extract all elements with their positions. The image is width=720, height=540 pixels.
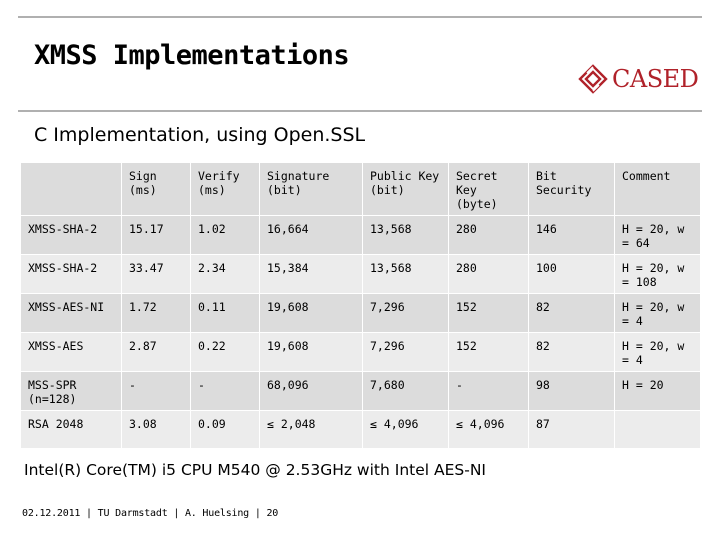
table-cell: 280 [448,254,529,294]
table-cell: 82 [528,293,615,333]
table-header-row: Sign (ms) Verify (ms) Signature (bit) Publi… [20,162,701,216]
column-header [20,162,122,216]
table-row: XMSS-AES-NI 1.72 0.11 19,608 7,296 152 82 H = 2… [20,293,701,333]
table-row: XMSS-AES 2.87 0.22 19,608 7,296 152 82 H = 20, … [20,332,701,372]
column-header: Verify (ms) [190,162,260,216]
table-cell: 19,608 [259,293,363,333]
table-cell: H = 20, w = 108 [614,254,701,294]
table-cell: 98 [528,371,615,411]
table-cell: 3.08 [121,410,191,449]
table-cell: MSS-SPR (n=128) [20,371,122,411]
table-cell: 1.72 [121,293,191,333]
column-header: Signature (bit) [259,162,363,216]
table-cell: XMSS-AES-NI [20,293,122,333]
table-row: RSA 2048 3.08 0.09 ≤ 2,048 ≤ 4,096 ≤ 4,096 87 [20,410,701,449]
cpu-note: Intel(R) Core(TM) i5 CPU M540 @ 2.53GHz … [24,461,486,479]
cased-diamond-icon [578,64,608,94]
table-cell: - [190,371,260,411]
column-header: Public Key (bit) [362,162,449,216]
table-cell: 0.11 [190,293,260,333]
table-cell: RSA 2048 [20,410,122,449]
column-header: Bit Security [528,162,615,216]
table-cell: XMSS-AES [20,332,122,372]
table-cell: H = 20, w = 4 [614,293,701,333]
table-cell: ≤ 4,096 [448,410,529,449]
table-cell: 13,568 [362,254,449,294]
column-header: Comment [614,162,701,216]
table-cell [614,410,701,449]
table-cell: 82 [528,332,615,372]
table-cell: - [121,371,191,411]
implementations-table: Sign (ms) Verify (ms) Signature (bit) Publi… [20,162,701,449]
table-cell: XMSS-SHA-2 [20,215,122,255]
table-cell: 0.09 [190,410,260,449]
table-cell: 33.47 [121,254,191,294]
table-cell: H = 20, w = 64 [614,215,701,255]
table-cell: 87 [528,410,615,449]
table-cell: 13,568 [362,215,449,255]
table-cell: 7,296 [362,293,449,333]
table-cell: 16,664 [259,215,363,255]
table-cell: 15.17 [121,215,191,255]
table-cell: 2.34 [190,254,260,294]
table-body: XMSS-SHA-2 15.17 1.02 16,664 13,568 280 146 H =… [20,215,701,449]
slide-title: XMSS Implementations [34,40,350,71]
table-cell: XMSS-SHA-2 [20,254,122,294]
cased-logo: CASED [578,62,699,96]
logo-text: CASED [612,65,699,93]
slide-footer: 02.12.2011 | TU Darmstadt | A. Huelsing … [22,508,279,519]
table-row: MSS-SPR (n=128) - -68,096 7,680-98 H = 20 [20,371,701,411]
table-row: XMSS-SHA-2 33.47 2.34 15,384 13,568 280 100 H =… [20,254,701,294]
table-cell: 280 [448,215,529,255]
table-cell: H = 20, w = 4 [614,332,701,372]
table-cell: 146 [528,215,615,255]
table-row: XMSS-SHA-2 15.17 1.02 16,664 13,568 280 146 H =… [20,215,701,255]
table-cell: 68,096 [259,371,363,411]
header-divider [18,110,702,112]
top-divider [18,16,702,18]
table-cell: H = 20 [614,371,701,411]
slide-subtitle: C Implementation, using Open.SSL [34,124,366,146]
table-cell: 0.22 [190,332,260,372]
table-cell: ≤ 4,096 [362,410,449,449]
column-header: Secret Key (byte) [448,162,529,216]
table-cell: 7,680 [362,371,449,411]
column-header: Sign (ms) [121,162,191,216]
table-cell: 152 [448,332,529,372]
table-cell: 100 [528,254,615,294]
table-cell: 2.87 [121,332,191,372]
table-cell: 152 [448,293,529,333]
table-cell: ≤ 2,048 [259,410,363,449]
table-cell: 1.02 [190,215,260,255]
table-cell: 19,608 [259,332,363,372]
table-cell: 7,296 [362,332,449,372]
table-cell: 15,384 [259,254,363,294]
table-cell: - [448,371,529,411]
